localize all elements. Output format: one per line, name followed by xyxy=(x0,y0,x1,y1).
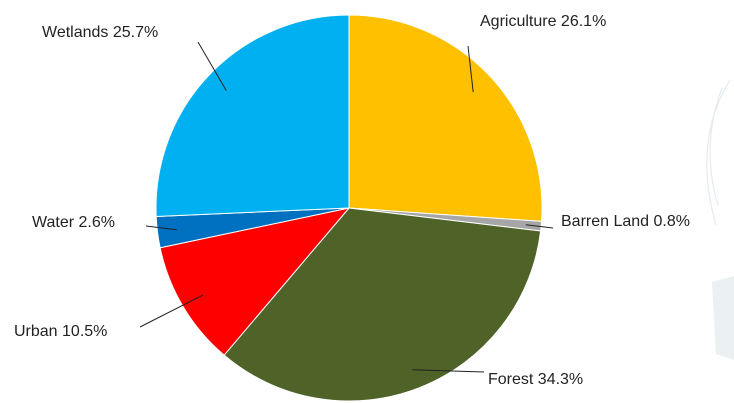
label-water: Water 2.6% xyxy=(32,214,115,231)
leader-line-agriculture xyxy=(467,45,474,93)
slice-agriculture xyxy=(348,14,543,222)
slice-urban xyxy=(159,207,351,356)
slice-labels: Agriculture 26.1% Barren Land 0.8% Forest … xyxy=(14,13,690,388)
pie-slices xyxy=(155,14,543,402)
leader-line-wetlands xyxy=(197,41,227,91)
background-watermark xyxy=(706,79,734,360)
label-barren-land: Barren Land 0.8% xyxy=(561,213,690,230)
slice-forest xyxy=(223,207,542,402)
label-forest: Forest 34.3% xyxy=(488,371,583,388)
leader-line-barren-land xyxy=(525,224,554,229)
slice-wetlands xyxy=(155,14,350,218)
leader-line-forest xyxy=(412,369,485,373)
label-agriculture: Agriculture 26.1% xyxy=(480,13,606,30)
leader-line-urban xyxy=(139,294,204,328)
label-wetlands: Wetlands 25.7% xyxy=(42,24,158,41)
label-urban: Urban 10.5% xyxy=(14,323,107,340)
leader-lines xyxy=(139,41,554,373)
leader-line-water xyxy=(145,225,177,231)
